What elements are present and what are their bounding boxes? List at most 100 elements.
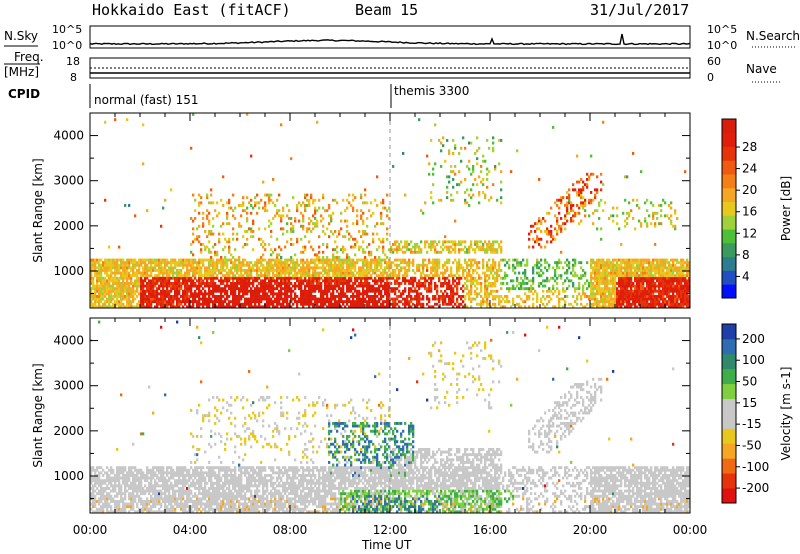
- heatmap-cell: [398, 245, 401, 249]
- heatmap-cell: [662, 297, 665, 301]
- heatmap-cell: [296, 274, 299, 278]
- heatmap-cell: [660, 204, 663, 207]
- heatmap-cell: [274, 269, 277, 272]
- heatmap-cell: [632, 263, 635, 267]
- heatmap-cell: [260, 284, 263, 288]
- heatmap-cell: [300, 250, 303, 254]
- heatmap-cell: [212, 279, 215, 283]
- heatmap-cell: [278, 263, 281, 267]
- heatmap-cell: [302, 305, 305, 309]
- heatmap-cell: [570, 201, 573, 205]
- heatmap-cell: [592, 198, 595, 202]
- heatmap-cell: [132, 289, 135, 293]
- heatmap-cell: [128, 302, 131, 306]
- heatmap-cell: [118, 245, 121, 249]
- heatmap-cell: [278, 193, 281, 197]
- heatmap-cell: [604, 276, 607, 280]
- heatmap-cell: [554, 269, 557, 272]
- heatmap-cell: [152, 258, 155, 262]
- heatmap-cell: [466, 201, 469, 205]
- heatmap-cell: [408, 300, 411, 304]
- heatmap-cell: [376, 287, 379, 291]
- heatmap-cell: [258, 266, 261, 270]
- heatmap-cell: [648, 287, 651, 291]
- heatmap-cell: [602, 295, 605, 298]
- heatmap-cell: [480, 240, 483, 244]
- heatmap-cell: [566, 287, 569, 291]
- heatmap-cell: [492, 245, 495, 249]
- heatmap-cell: [220, 305, 223, 309]
- heatmap-cell: [362, 292, 365, 296]
- heatmap-cell: [260, 271, 263, 275]
- heatmap-cell: [432, 240, 435, 244]
- heatmap-cell: [314, 224, 317, 228]
- heatmap-cell: [208, 271, 211, 275]
- heatmap-cell: [124, 276, 127, 280]
- heatmap-cell: [642, 295, 645, 298]
- heatmap-cell: [158, 284, 161, 288]
- heatmap-cell: [110, 305, 113, 309]
- heatmap-cell: [606, 274, 609, 278]
- heatmap-cell: [300, 279, 303, 283]
- heatmap-cell: [250, 154, 253, 158]
- heatmap-cell: [360, 282, 363, 285]
- heatmap-cell: [628, 269, 631, 272]
- heatmap-cell: [138, 302, 141, 306]
- heatmap-cell: [634, 287, 637, 291]
- heatmap-cell: [280, 295, 283, 298]
- heatmap-cell: [320, 258, 323, 262]
- heatmap-cell: [354, 279, 357, 283]
- heatmap-cell: [662, 292, 665, 296]
- heatmap-cell: [448, 282, 451, 285]
- heatmap-cell: [354, 295, 357, 298]
- heatmap-cell: [330, 258, 333, 262]
- heatmap-cell: [292, 263, 295, 267]
- heatmap-cell: [174, 261, 177, 265]
- heatmap-cell: [664, 287, 667, 291]
- heatmap-cell: [576, 297, 579, 301]
- heatmap-cell: [218, 287, 221, 291]
- heatmap-cell: [584, 282, 587, 285]
- heatmap-cell: [448, 279, 451, 283]
- heatmap-cell: [650, 266, 653, 270]
- heatmap-cell: [494, 167, 497, 171]
- heatmap-cell: [332, 256, 335, 259]
- heatmap-cell: [312, 276, 315, 280]
- heatmap-cell: [634, 266, 637, 270]
- heatmap-cell: [608, 274, 611, 278]
- heatmap-cell: [632, 284, 635, 288]
- heatmap-cell: [402, 274, 405, 278]
- heatmap-cell: [230, 253, 233, 257]
- heatmap-cell: [234, 258, 237, 262]
- heatmap-cell: [588, 175, 591, 179]
- heatmap-cell: [350, 289, 353, 293]
- heatmap-cell: [258, 282, 261, 285]
- heatmap-cell: [388, 206, 391, 210]
- heatmap-cell: [494, 271, 497, 275]
- heatmap-cell: [366, 217, 369, 220]
- heatmap-cell: [662, 287, 665, 291]
- heatmap-cell: [128, 271, 131, 275]
- heatmap-cell: [572, 258, 575, 262]
- heatmap-cell: [340, 271, 343, 275]
- heatmap-cell: [642, 263, 645, 267]
- heatmap-cell: [302, 302, 305, 306]
- heatmap-cell: [222, 295, 225, 298]
- heatmap-cell: [252, 230, 255, 233]
- heatmap-cell: [120, 274, 123, 278]
- heatmap-cell: [466, 250, 469, 254]
- heatmap-cell: [442, 300, 445, 304]
- heatmap-cell: [306, 198, 309, 202]
- heatmap-cell: [266, 269, 269, 272]
- heatmap-cell: [316, 276, 319, 280]
- heatmap-cell: [384, 305, 387, 309]
- heatmap-cell: [668, 284, 671, 288]
- heatmap-cell: [382, 269, 385, 272]
- heatmap-cell: [136, 302, 139, 306]
- heatmap-cell: [156, 287, 159, 291]
- heatmap-cell: [156, 292, 159, 296]
- heatmap-cell: [262, 295, 265, 298]
- heatmap-cell: [510, 287, 513, 291]
- heatmap-cell: [398, 300, 401, 304]
- heatmap-cell: [522, 271, 525, 275]
